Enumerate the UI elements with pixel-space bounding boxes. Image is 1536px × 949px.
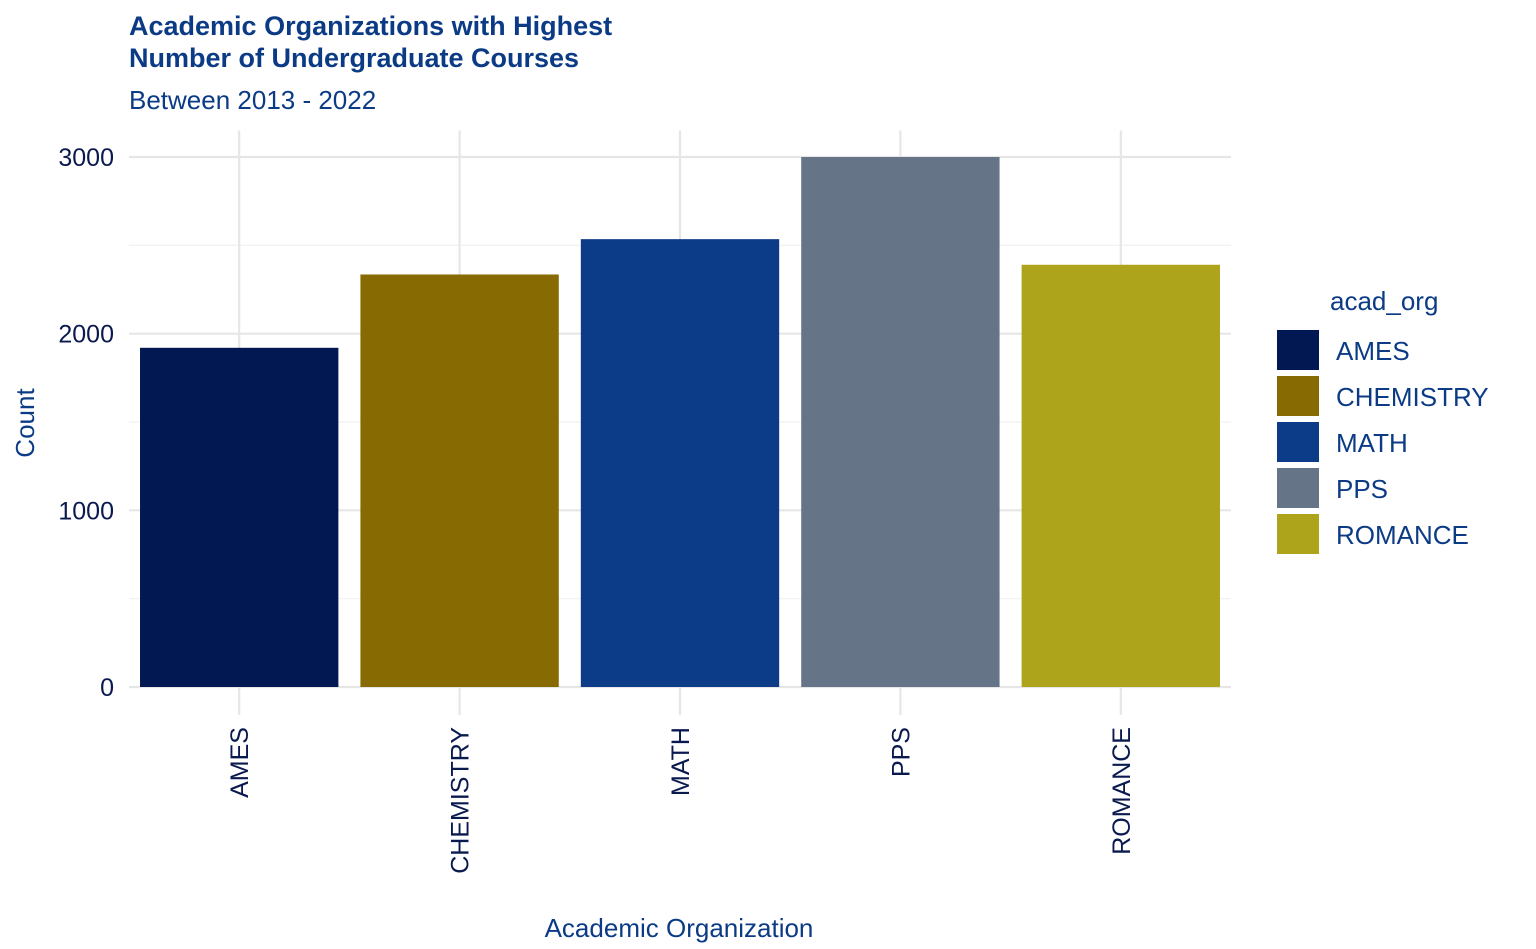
chart-title-line-1: Academic Organizations with Highest bbox=[129, 11, 612, 41]
legend-label: CHEMISTRY bbox=[1336, 382, 1489, 412]
y-axis-ticks: 0 1000 2000 3000 bbox=[58, 144, 114, 702]
bar-ames bbox=[140, 347, 339, 687]
legend-key-pps bbox=[1277, 468, 1319, 508]
legend-key-ames bbox=[1277, 330, 1319, 370]
legend-label: MATH bbox=[1336, 428, 1408, 458]
x-tick-label: CHEMISTRY bbox=[447, 727, 475, 874]
legend-label: ROMANCE bbox=[1336, 520, 1469, 550]
legend-key-romance bbox=[1277, 514, 1319, 554]
bar-chemistry bbox=[360, 274, 559, 687]
y-tick-label: 2000 bbox=[58, 321, 114, 349]
legend: acad_org AMES CHEMISTRY MATH PPS ROMANCE bbox=[1277, 286, 1489, 554]
legend-key-chemistry bbox=[1277, 376, 1319, 416]
y-tick-label: 0 bbox=[100, 674, 114, 702]
x-tick-label: ROMANCE bbox=[1108, 727, 1136, 855]
legend-label: PPS bbox=[1336, 474, 1388, 504]
x-tick-label: AMES bbox=[226, 727, 254, 798]
x-axis-ticks: AMES CHEMISTRY MATH PPS ROMANCE bbox=[226, 727, 1136, 874]
x-tick-label: MATH bbox=[667, 727, 695, 796]
x-tick-label: PPS bbox=[887, 727, 915, 777]
bar-math bbox=[580, 239, 780, 687]
y-axis-title: Count bbox=[10, 388, 40, 458]
legend-key-math bbox=[1277, 422, 1319, 462]
x-axis-title: Academic Organization bbox=[545, 913, 814, 943]
bars bbox=[140, 157, 1220, 687]
y-tick-label: 3000 bbox=[58, 144, 114, 172]
bar-romance bbox=[1021, 264, 1220, 687]
chart-titles: Academic Organizations with Highest Numb… bbox=[129, 11, 612, 115]
legend-label: AMES bbox=[1336, 336, 1410, 366]
legend-title: acad_org bbox=[1330, 286, 1438, 316]
y-tick-label: 1000 bbox=[58, 497, 114, 525]
chart-subtitle: Between 2013 - 2022 bbox=[129, 85, 376, 115]
chart-title-line-2: Number of Undergraduate Courses bbox=[129, 43, 579, 73]
bar-pps bbox=[801, 157, 1000, 687]
